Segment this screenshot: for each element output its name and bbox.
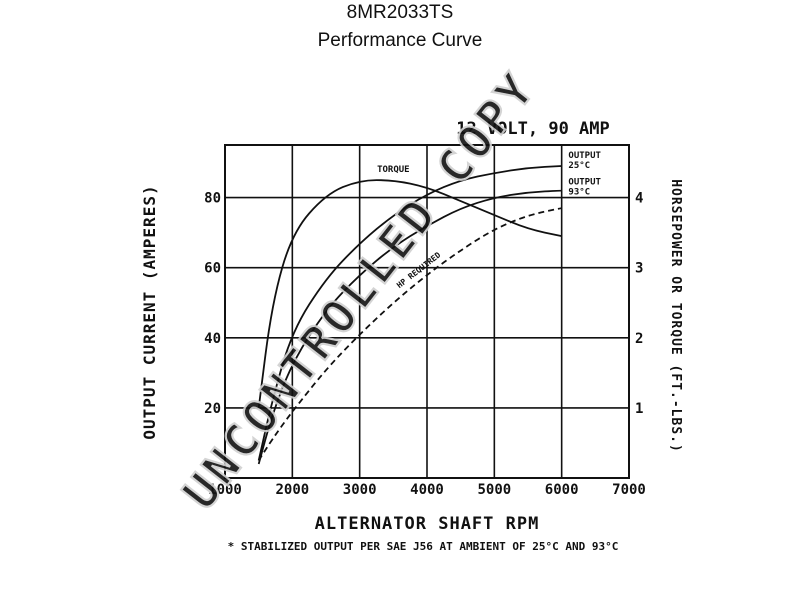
annotation-text: 25°C (568, 161, 590, 171)
chart-subtitle: Performance Curve (317, 30, 483, 51)
series-layer (257, 165, 563, 465)
axis-labels: 12 VOLT, 90 AMP ALTERNATOR SHAFT RPM OUTPU… (140, 119, 683, 553)
tick-labels: 1000 2000 3000 4000 5000 6000 7000 20 40 60 80 1 2 3 4 (204, 191, 646, 498)
series-line-output-93-c (257, 189, 563, 465)
annotation-text: 93°C (568, 188, 590, 198)
x-tick-label: 7000 (612, 482, 646, 498)
y2-tick-label: 2 (635, 331, 643, 347)
series-line-output-25-c (257, 165, 562, 461)
series-line-hp-required (257, 207, 562, 461)
annotation-text: TORQUE (377, 165, 410, 175)
y2-tick-label: 3 (635, 261, 643, 277)
grid (224, 144, 630, 479)
x-tick-label: 5000 (477, 482, 511, 498)
x-tick-label: 6000 (545, 482, 579, 498)
y2-tick-label: 1 (635, 401, 643, 417)
x-tick-label: 4000 (410, 482, 444, 498)
x-tick-label: 3000 (343, 482, 377, 498)
annotation-text: OUTPUT (568, 178, 601, 188)
y-tick-label: 60 (204, 261, 221, 277)
annotation-text: OUTPUT (568, 151, 601, 161)
x-axis-label: ALTERNATOR SHAFT RPM (315, 514, 540, 534)
annotation-torque: TORQUE (377, 165, 410, 175)
x-tick-label: 2000 (275, 482, 309, 498)
chart-title: 12 VOLT, 90 AMP (456, 119, 610, 139)
y-axis-label: OUTPUT CURRENT (AMPERES) (140, 184, 159, 439)
footnote: * STABILIZED OUTPUT PER SAE J56 AT AMBIE… (228, 540, 619, 553)
y-tick-label: 40 (204, 331, 221, 347)
y2-axis-label: HORSEPOWER OR TORQUE (FT.-LBS.) (668, 179, 683, 453)
x-tick-label: 1000 (208, 482, 242, 498)
y-tick-label: 20 (204, 401, 221, 417)
series-line-torque (257, 179, 562, 409)
y2-tick-label: 4 (635, 191, 643, 207)
y-tick-label: 80 (204, 191, 221, 207)
model-title: 8MR2033TS (346, 2, 454, 23)
